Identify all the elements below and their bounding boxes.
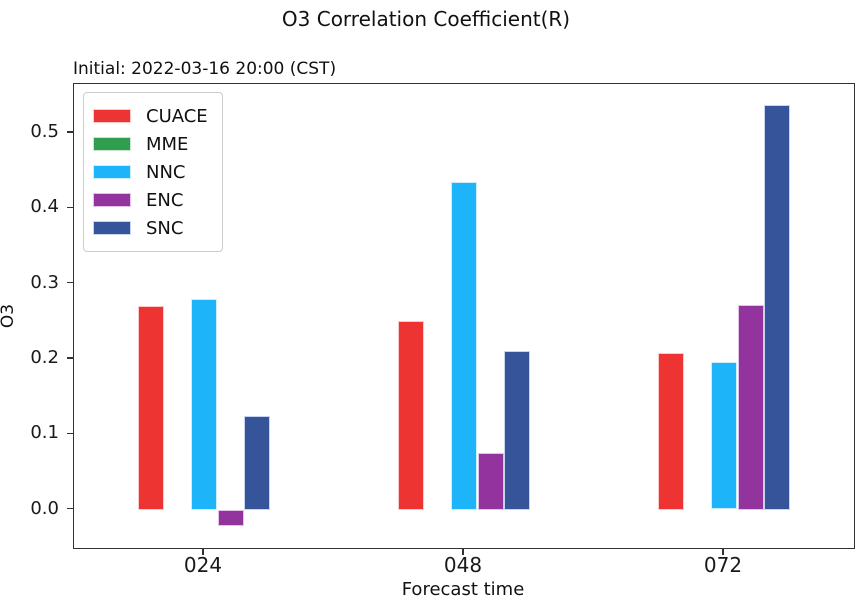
x-axis-label: Forecast time: [401, 579, 525, 600]
legend-swatch-CUACE: [93, 109, 131, 123]
legend-label: CUACE: [146, 105, 208, 127]
legend-swatch-MME: [93, 137, 131, 151]
y-tick-mark: [67, 206, 73, 208]
legend: CUACE MME NNC ENC SNC: [83, 92, 223, 252]
legend-item-MME: MME: [93, 130, 208, 158]
bar-CUACE-072: [658, 352, 684, 510]
legend-item-NNC: NNC: [93, 158, 208, 186]
bar-SNC-024: [244, 416, 270, 510]
x-tick-label: 048: [443, 553, 483, 577]
bar-NNC-024: [191, 298, 217, 510]
y-tick-label: 0.4: [30, 196, 59, 218]
y-tick-label: 0.5: [30, 121, 59, 142]
bar-ENC-024: [217, 509, 244, 527]
bar-SNC-048: [504, 351, 530, 510]
y-tick-label: 0.0: [30, 497, 59, 519]
y-tick-label: 0.1: [30, 422, 59, 444]
bar-NNC-072: [711, 361, 737, 510]
legend-item-CUACE: CUACE: [93, 102, 208, 130]
bar-ENC-048: [477, 453, 504, 510]
bar-SNC-072: [764, 105, 790, 510]
legend-label: ENC: [146, 189, 184, 211]
x-tick-label: 072: [703, 553, 743, 577]
axes-subtitle: Initial: 2022-03-16 20:00 (CST): [73, 59, 337, 79]
plot-area: CUACE MME NNC ENC SNC: [73, 83, 855, 549]
x-tick-mark: [202, 548, 204, 555]
legend-swatch-ENC: [93, 193, 131, 207]
y-axis-label: O3: [0, 303, 18, 329]
bar-CUACE-048: [398, 321, 424, 510]
legend-swatch-SNC: [93, 221, 131, 235]
legend-label: MME: [146, 133, 189, 155]
legend-label: NNC: [146, 161, 186, 183]
y-tick-label: 0.2: [30, 346, 59, 368]
y-tick-mark: [67, 131, 73, 133]
y-tick-mark: [67, 432, 73, 434]
bar-CUACE-024: [138, 306, 164, 510]
y-tick-label: 0.3: [30, 271, 59, 293]
x-tick-mark: [722, 548, 724, 555]
y-tick-mark: [67, 507, 73, 510]
legend-label: SNC: [146, 217, 184, 239]
bar-ENC-072: [737, 304, 764, 510]
y-tick-mark: [67, 281, 73, 284]
chart-title: O3 Correlation Coefficient(R): [281, 7, 571, 31]
legend-item-SNC: SNC: [93, 214, 208, 242]
x-tick-label: 024: [183, 553, 223, 577]
bar-NNC-048: [451, 181, 477, 510]
legend-item-ENC: ENC: [93, 186, 208, 214]
legend-swatch-NNC: [93, 165, 131, 179]
y-tick-mark: [67, 357, 73, 359]
x-tick-mark: [462, 548, 464, 555]
